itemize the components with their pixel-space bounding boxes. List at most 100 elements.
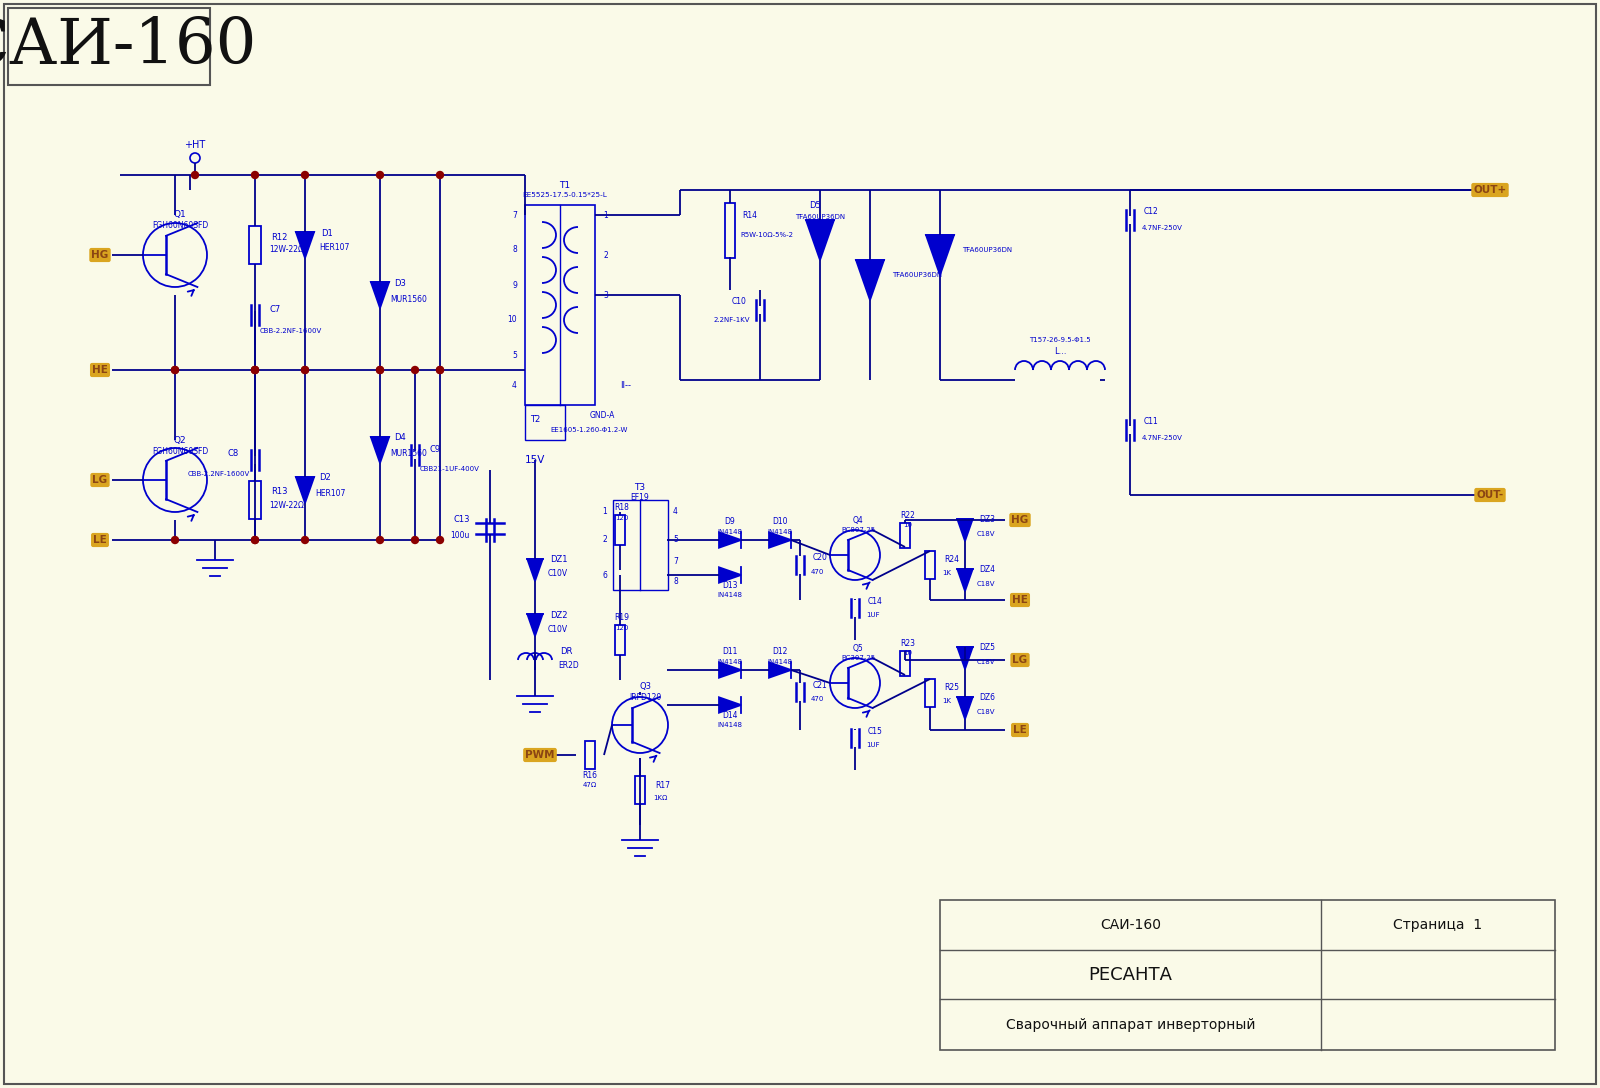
Text: LE: LE [1013,725,1027,735]
Text: CBB-2.2NF-1600V: CBB-2.2NF-1600V [259,327,322,334]
Text: LE: LE [93,535,107,545]
Text: 1K: 1K [942,570,950,576]
Text: +НТ: +НТ [184,140,206,150]
Text: C13: C13 [453,516,470,524]
Text: C15: C15 [867,727,883,735]
Text: TFA60UP36DN: TFA60UP36DN [893,272,942,279]
Circle shape [251,536,259,544]
Text: 3: 3 [603,290,608,299]
Circle shape [376,367,384,373]
Text: НG: НG [91,250,109,260]
Polygon shape [957,569,973,591]
Text: PWM: PWM [525,750,555,761]
Bar [525,205,595,405]
Text: D14: D14 [722,710,738,719]
Text: IN4148: IN4148 [717,592,742,598]
Text: НЕ: НЕ [93,364,107,375]
Text: D1: D1 [322,228,333,237]
Text: C21: C21 [813,680,827,690]
Bar [586,741,595,769]
Text: 120: 120 [616,515,629,521]
Circle shape [301,172,309,178]
Polygon shape [296,477,314,503]
Polygon shape [926,235,954,275]
Text: C7: C7 [269,305,280,313]
Polygon shape [770,532,790,547]
Text: НЕ: НЕ [1013,595,1027,605]
Text: 9: 9 [512,281,517,289]
Text: 5: 5 [674,535,678,544]
Text: DZ1: DZ1 [550,556,568,565]
Text: 8: 8 [512,246,517,255]
Text: Страница  1: Страница 1 [1394,918,1483,931]
Text: LG: LG [93,475,107,485]
Circle shape [301,367,309,373]
Text: САИ-160: САИ-160 [1101,918,1162,931]
Bar [614,625,626,655]
Text: 1UF: 1UF [866,742,880,749]
Text: D4: D4 [394,433,406,443]
Text: R5W-10Ω-5%-2: R5W-10Ω-5%-2 [739,232,794,238]
Circle shape [171,536,179,544]
Polygon shape [528,559,542,581]
Text: D9: D9 [725,518,736,527]
Text: MUR1560: MUR1560 [390,295,427,304]
Circle shape [376,536,384,544]
Text: Сварочный аппарат инверторный: Сварочный аппарат инверторный [1006,1018,1256,1033]
Text: 1KΩ: 1KΩ [653,795,667,801]
Polygon shape [718,567,741,583]
Text: GND-A: GND-A [590,410,616,420]
Text: D5: D5 [810,200,821,210]
Text: 12W-22Ω: 12W-22Ω [269,246,304,255]
Circle shape [437,536,443,544]
Text: 470: 470 [811,696,824,702]
Text: 47Ω: 47Ω [582,782,597,788]
Text: D12: D12 [773,647,787,656]
Text: T2: T2 [530,416,541,424]
Polygon shape [718,532,741,547]
Circle shape [376,367,384,373]
Text: 1: 1 [602,507,606,517]
Text: BC307-25: BC307-25 [842,655,875,662]
Text: R23: R23 [901,639,915,647]
Text: HER107: HER107 [318,243,349,251]
Text: D10: D10 [773,518,787,527]
Circle shape [171,367,179,373]
Text: 2: 2 [603,250,608,260]
Bar [925,679,934,707]
Circle shape [251,367,259,373]
Text: C18V: C18V [978,531,995,537]
Text: C10V: C10V [547,625,568,633]
Text: II--: II-- [621,381,630,390]
Text: BC807-25: BC807-25 [842,527,875,533]
Text: 10: 10 [507,316,517,324]
Text: DZ6: DZ6 [979,693,995,703]
Text: R19: R19 [614,614,629,622]
Text: C18V: C18V [978,659,995,665]
Text: 10: 10 [904,522,912,528]
Text: R17: R17 [654,780,670,790]
Text: T157-26-9.5-Φ1.5: T157-26-9.5-Φ1.5 [1029,337,1091,343]
Text: IN4148: IN4148 [717,659,742,665]
Text: Q4: Q4 [853,516,864,524]
Polygon shape [856,260,883,300]
Bar [525,405,565,440]
Text: САИ-160: САИ-160 [0,16,258,77]
Text: C11: C11 [1144,418,1158,426]
Text: IN4148: IN4148 [717,529,742,535]
Text: IN4148: IN4148 [768,529,792,535]
Circle shape [411,536,419,544]
Circle shape [251,172,259,178]
Bar [899,651,910,676]
Polygon shape [806,220,834,260]
Text: FGH60N60SFD: FGH60N60SFD [152,222,208,231]
Text: T1: T1 [560,181,571,189]
Polygon shape [957,519,973,541]
Text: R18: R18 [614,504,629,512]
Text: C18V: C18V [978,709,995,715]
Polygon shape [371,282,389,308]
Circle shape [301,367,309,373]
Text: 7: 7 [674,557,678,567]
Text: 1K: 1K [942,698,950,704]
Text: EE1605-1.260-Φ1.2-W: EE1605-1.260-Φ1.2-W [550,426,627,433]
